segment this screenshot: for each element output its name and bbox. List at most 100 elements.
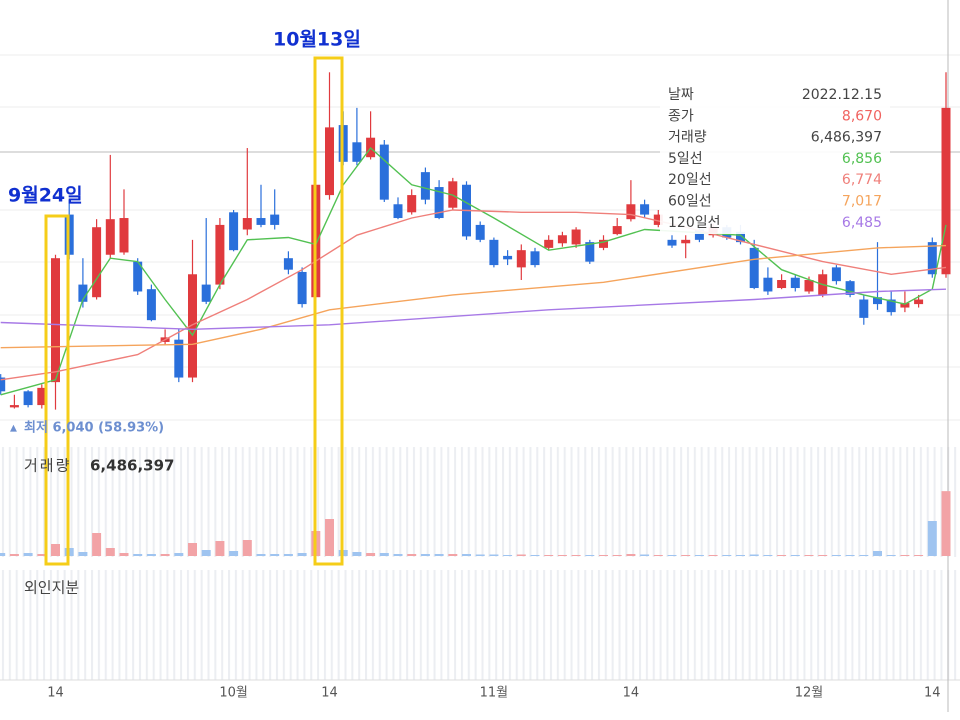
- candle-body: [105, 219, 115, 255]
- candle-body: [612, 226, 622, 235]
- candle-body: [489, 239, 499, 266]
- candle-body: [379, 144, 389, 200]
- candle-body: [900, 302, 910, 308]
- volume-bar: [352, 552, 362, 556]
- volume-bar: [516, 554, 526, 556]
- candle-body: [653, 214, 663, 225]
- volume-bar: [749, 554, 759, 556]
- tooltip-value: 2022.12.15: [802, 87, 882, 103]
- volume-bar: [900, 555, 910, 556]
- x-tick-label: 14: [623, 686, 640, 701]
- legend-value: 6,485: [842, 215, 882, 231]
- x-axis: 14 10월 14 11월 14 12월 14: [47, 686, 940, 701]
- volume-bar: [708, 555, 718, 556]
- candle-body: [640, 204, 650, 215]
- volume-bar: [626, 554, 636, 556]
- volume-bar: [612, 555, 622, 556]
- volume-bar: [640, 554, 650, 556]
- legend-value: 7,017: [842, 194, 882, 210]
- legend-label: 20일선: [668, 172, 712, 188]
- volume-bar: [941, 491, 951, 556]
- volume-bar: [681, 555, 691, 556]
- tooltip-label: 종가: [668, 108, 694, 124]
- candle-body: [146, 289, 156, 321]
- legend-label: 120일선: [668, 215, 720, 231]
- candle-body: [667, 239, 677, 246]
- tooltip-bg: [660, 82, 890, 234]
- volume-bar: [694, 555, 704, 556]
- candle-body: [777, 280, 787, 289]
- candle-body: [736, 231, 745, 243]
- candle-body: [201, 284, 211, 302]
- legend-label: 5일선: [668, 151, 703, 167]
- x-tick-label: 11월: [480, 686, 509, 701]
- volume-bar: [927, 521, 937, 556]
- candle-body: [859, 299, 869, 318]
- x-tick-label: 12월: [795, 686, 824, 701]
- candle-body: [694, 229, 704, 240]
- highlight-box: [313, 56, 344, 566]
- low-label: 최저 6,040 (58.93%): [24, 421, 164, 436]
- volume-bar: [188, 543, 197, 556]
- volume-bar: [804, 555, 814, 556]
- volume-bar: [434, 554, 444, 556]
- candle-body: [873, 297, 882, 305]
- x-tick-label: 14: [321, 686, 338, 701]
- candle-body: [119, 218, 129, 253]
- volume-bar: [544, 555, 554, 556]
- foreign-label: 외인지분: [24, 579, 79, 597]
- volume-label: 거래량: [24, 457, 71, 475]
- candle-body: [78, 284, 88, 302]
- candle-body: [215, 224, 225, 285]
- candle-body: [0, 377, 6, 392]
- volume-bar: [859, 555, 869, 556]
- highlight-box: [44, 214, 70, 566]
- candle-body: [420, 172, 430, 200]
- volume-bar: [242, 540, 252, 556]
- volume-bar: [215, 541, 225, 556]
- candle-body: [831, 267, 841, 282]
- volume-bar: [736, 555, 745, 556]
- candle-body: [297, 271, 307, 305]
- volume-bar: [51, 544, 60, 556]
- volume-bar: [873, 551, 882, 556]
- candle-body: [749, 247, 759, 289]
- candle-body: [886, 299, 896, 313]
- x-tick-label: 14: [924, 686, 941, 701]
- volume-bar: [489, 554, 499, 556]
- candle-body: [790, 277, 800, 289]
- volume-bar: [379, 553, 389, 556]
- tooltip-label: 날짜: [668, 87, 694, 103]
- candle-body: [571, 229, 581, 245]
- candle-body: [407, 195, 417, 213]
- volume-bar: [462, 554, 471, 556]
- candle-body: [256, 218, 266, 225]
- candle-body: [51, 258, 60, 383]
- volume-bar: [599, 555, 608, 556]
- volume-bar: [667, 555, 677, 556]
- moving-average: [0, 209, 947, 381]
- legend-value: 6,774: [842, 172, 882, 188]
- volume-bar: [201, 550, 211, 556]
- candle-body: [23, 391, 33, 406]
- moving-average: [0, 244, 947, 349]
- volume-bar: [475, 554, 485, 556]
- candle-body: [325, 127, 334, 196]
- volume-bar: [831, 555, 841, 556]
- candle-body: [914, 299, 924, 305]
- candle-body: [845, 281, 855, 295]
- volume-bar: [146, 554, 156, 556]
- volume-bar: [37, 554, 47, 556]
- candle-body: [242, 218, 252, 230]
- candle-body: [9, 405, 19, 408]
- tooltip-value: 8,670: [842, 108, 882, 124]
- x-tick-label: 14: [47, 686, 64, 701]
- volume-bar: [845, 555, 855, 556]
- volume-bar: [229, 551, 239, 556]
- volume-bar: [407, 554, 417, 556]
- candle-body: [544, 239, 554, 248]
- legend-value: 6,856: [842, 151, 882, 167]
- candle-body: [681, 239, 691, 244]
